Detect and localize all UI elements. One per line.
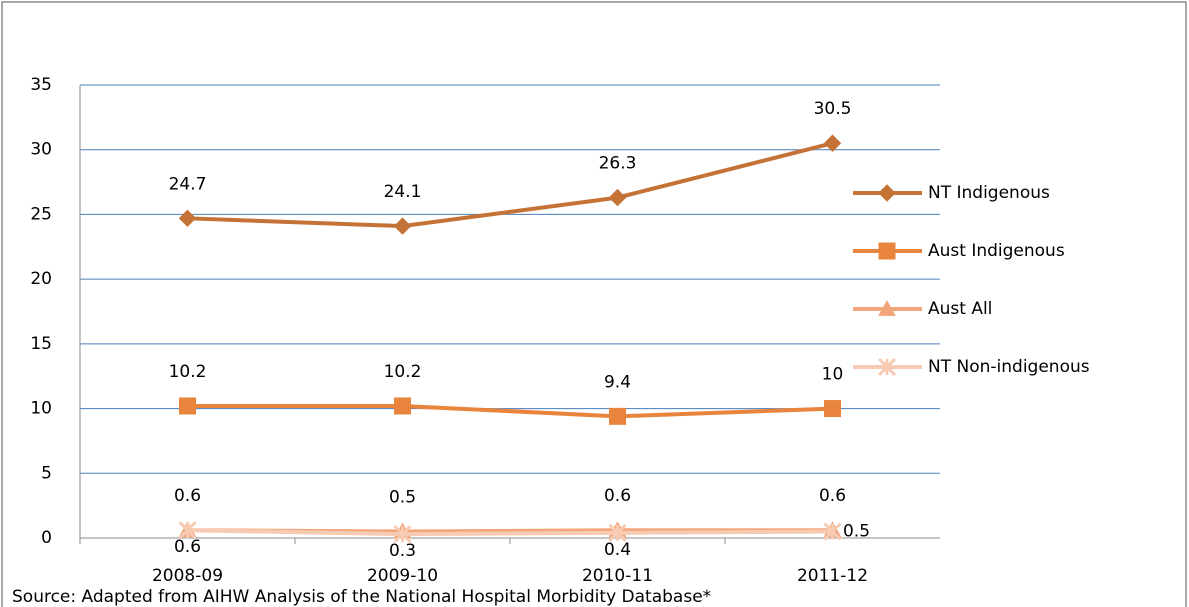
y-tick-label: 10 [30,399,52,419]
data-label: 30.5 [814,99,852,119]
data-point [179,397,196,415]
legend-entry: Aust Indigenous [853,241,1065,261]
data-label: 0.6 [819,486,846,506]
x-tick-label: 2011-12 [797,566,868,586]
data-point [823,134,842,152]
data-point [178,209,197,228]
legend-marker [877,357,897,377]
y-tick-label: 0 [41,528,52,548]
data-point [608,188,627,207]
data-point [393,525,412,544]
legend-marker [878,299,896,316]
x-tick-label: 2008-09 [152,566,223,586]
source-note: Source: Adapted from AIHW Analysis of th… [12,587,711,607]
data-label: 0.4 [604,540,631,560]
data-label: 0.5 [843,522,870,542]
series-line [187,528,833,537]
data-point [609,407,626,425]
legend-marker [878,242,896,260]
y-tick-label: 30 [30,140,52,160]
data-label: 24.1 [384,182,422,202]
data-label: 9.4 [604,372,631,392]
data-point [824,400,841,418]
data-point [394,397,411,415]
data-label: 10.2 [169,362,207,382]
y-tick-label: 5 [41,463,52,483]
legend-marker [878,184,896,202]
legend-label: NT Indigenous [928,183,1050,203]
data-label: 0.6 [174,537,201,557]
y-tick-label: 25 [30,204,52,224]
legend-entry: Aust All [853,299,992,319]
data-label: 0.3 [389,541,416,561]
y-tick-label: 35 [30,75,52,95]
data-label: 10 [822,365,844,385]
data-label: 0.6 [604,486,631,506]
data-label: 24.7 [169,174,207,194]
data-point [178,521,197,540]
legend-entry: NT Indigenous [853,183,1050,203]
x-tick-label: 2009-10 [367,566,438,586]
data-point [608,523,627,542]
legend-label: NT Non-indigenous [928,357,1090,377]
data-label: 10.2 [384,362,422,382]
data-label: 26.3 [599,154,637,174]
data-label: 0.5 [389,488,416,508]
legend-entry: NT Non-indigenous [853,357,1090,377]
data-point [823,522,842,541]
legend-label: Aust Indigenous [928,241,1065,261]
series-line [187,141,833,229]
legend-label: Aust All [928,299,992,319]
series-line [187,403,833,419]
data-label: 0.6 [174,486,201,506]
data-point [393,217,412,235]
y-tick-label: 15 [30,334,52,354]
y-tick-label: 20 [30,269,52,289]
x-tick-label: 2010-11 [582,566,653,586]
